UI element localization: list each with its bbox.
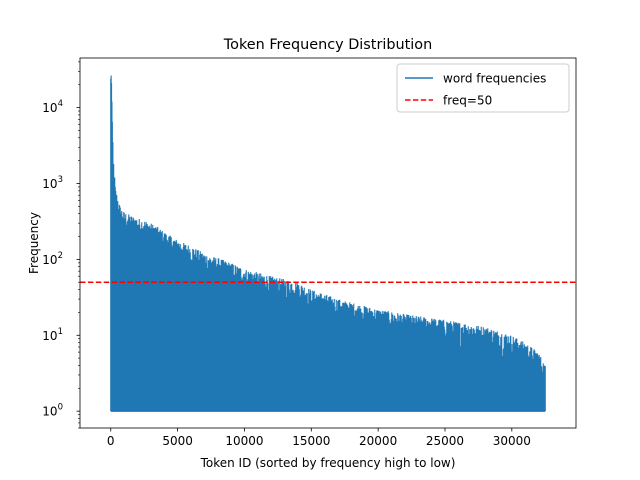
y-tick-label: 100	[42, 403, 63, 419]
x-axis-label: Token ID (sorted by frequency high to lo…	[200, 456, 456, 470]
plot-area	[80, 75, 576, 412]
chart-title: Token Frequency Distribution	[223, 37, 432, 53]
legend-label: freq=50	[443, 94, 492, 108]
y-tick-label: 102	[42, 251, 63, 267]
y-tick-label: 104	[42, 99, 63, 115]
x-tick-label: 15000	[292, 434, 330, 448]
y-tick-label: 101	[42, 327, 63, 343]
x-tick-label: 5000	[162, 434, 193, 448]
legend-box	[396, 63, 570, 113]
legend: word frequencies freq=50	[396, 63, 570, 113]
x-tick-label: 30000	[493, 434, 531, 448]
y-axis-label: Frequency	[27, 212, 41, 274]
x-tick-label: 10000	[225, 434, 263, 448]
x-tick-label: 0	[107, 434, 115, 448]
axes-frame	[79, 57, 577, 429]
legend-label: word frequencies	[443, 72, 546, 86]
series-word-frequencies-line	[110, 75, 546, 412]
x-tick-label: 25000	[426, 434, 464, 448]
x-tick-label: 20000	[359, 434, 397, 448]
y-tick-label: 103	[42, 175, 63, 191]
axes: 0 5000 10000 15000 20000 25000 30000 100 101 102 1…	[42, 57, 577, 448]
